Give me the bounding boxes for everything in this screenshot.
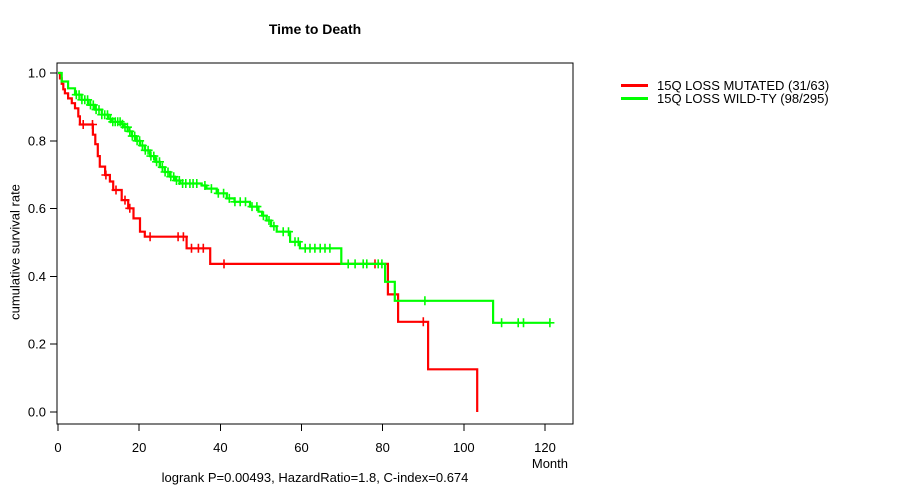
y-tick-label: 0.4 bbox=[28, 269, 46, 284]
chart-title: Time to Death bbox=[268, 21, 362, 37]
censor-mark-icon bbox=[78, 120, 88, 129]
censor-mark-icon bbox=[325, 243, 335, 253]
censor-mark-icon bbox=[192, 179, 202, 188]
censor-mark-icon bbox=[149, 151, 159, 161]
x-tick-label: 80 bbox=[375, 440, 389, 455]
censor-mark-icon bbox=[269, 221, 279, 231]
censor-mark-icon bbox=[219, 188, 229, 198]
legend-item-wildtype: 15Q LOSS WILD-TY (98/295) bbox=[621, 92, 829, 105]
censor-mark-icon bbox=[143, 145, 153, 155]
censor-mark-icon bbox=[125, 126, 135, 136]
censor-mark-icon bbox=[88, 100, 98, 110]
y-tick-label: 1.0 bbox=[28, 66, 46, 81]
x-tick-label: 120 bbox=[534, 440, 556, 455]
censor-mark-icon bbox=[284, 227, 293, 237]
censor-mark-icon bbox=[74, 90, 84, 100]
y-tick-label: 0.0 bbox=[28, 405, 46, 420]
censor-mark-icon bbox=[350, 259, 360, 269]
legend-line-red-icon bbox=[621, 84, 648, 87]
censor-mark-icon bbox=[224, 193, 234, 203]
censor-mark-icon bbox=[200, 181, 210, 190]
censor-mark-icon bbox=[418, 317, 428, 327]
censor-mark-icon bbox=[519, 318, 528, 328]
censor-mark-icon bbox=[420, 296, 430, 306]
censor-mark-icon bbox=[137, 141, 147, 150]
y-tick-label: 0.6 bbox=[28, 201, 46, 216]
legend-label-mutated: 15Q LOSS MUTATED (31/63) bbox=[657, 78, 830, 93]
legend: 15Q LOSS MUTATED (31/63) 15Q LOSS WILD-T… bbox=[621, 79, 829, 105]
legend-line-green-icon bbox=[621, 97, 648, 100]
plot-frame bbox=[56, 62, 574, 425]
censor-mark-icon bbox=[125, 203, 135, 213]
survival-curve-mutated bbox=[58, 71, 479, 412]
censor-mark-icon bbox=[293, 237, 303, 247]
censor-mark-icon bbox=[155, 157, 164, 167]
censor-mark-icon bbox=[111, 185, 121, 195]
censor-mark-icon bbox=[198, 243, 208, 253]
legend-item-mutated: 15Q LOSS MUTATED (31/63) bbox=[621, 79, 829, 92]
censor-mark-icon bbox=[258, 211, 268, 221]
x-tick-label: 20 bbox=[132, 440, 146, 455]
censor-mark-icon bbox=[135, 136, 145, 146]
censor-mark-icon bbox=[377, 259, 387, 269]
y-tick-label: 0.2 bbox=[28, 337, 46, 352]
censor-mark-icon bbox=[163, 167, 173, 177]
x-tick-label: 0 bbox=[54, 440, 61, 455]
x-tick-label: 40 bbox=[213, 440, 227, 455]
censor-mark-icon bbox=[94, 105, 104, 115]
censor-mark-icon bbox=[120, 195, 130, 205]
censor-mark-icon bbox=[545, 318, 555, 328]
censor-mark-icon bbox=[130, 131, 140, 141]
censor-mark-icon bbox=[252, 202, 262, 212]
censor-mark-icon bbox=[497, 318, 507, 328]
x-tick-label: 100 bbox=[453, 440, 475, 455]
survival-curve-wildtype bbox=[58, 71, 550, 324]
censor-mark-icon bbox=[206, 184, 216, 194]
x-axis-label: Month bbox=[531, 456, 568, 471]
legend-label-wildtype: 15Q LOSS WILD-TY (98/295) bbox=[657, 91, 829, 106]
y-axis-label: cumulative survival rate bbox=[7, 184, 23, 320]
censor-mark-icon bbox=[83, 95, 93, 105]
censor-mark-icon bbox=[178, 232, 188, 242]
censor-mark-icon bbox=[157, 162, 167, 172]
censor-mark-icon bbox=[145, 232, 155, 242]
y-tick-label: 0.8 bbox=[28, 133, 46, 148]
censor-mark-icon bbox=[362, 259, 372, 269]
censor-mark-icon bbox=[219, 259, 229, 269]
censor-mark-icon bbox=[264, 216, 274, 225]
censor-mark-icon bbox=[88, 120, 97, 129]
x-tick-label: 60 bbox=[294, 440, 308, 455]
stats-annotation: logrank P=0.00493, HazardRatio=1.8, C-in… bbox=[161, 470, 469, 485]
censor-mark-icon bbox=[101, 170, 111, 180]
censor-mark-icon bbox=[241, 197, 250, 207]
